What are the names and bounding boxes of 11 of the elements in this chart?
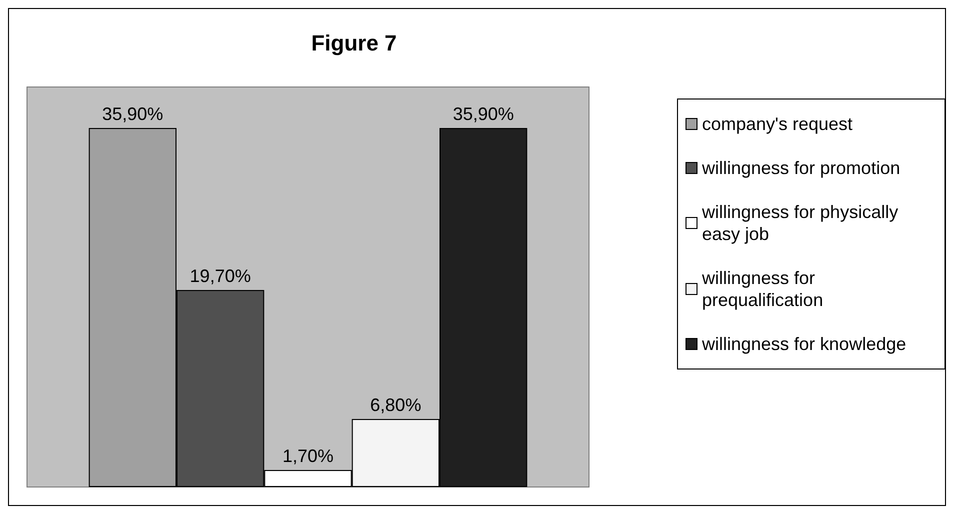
data-label: 19,70% (190, 266, 251, 286)
legend-label: willingness for prequalification (701, 268, 824, 310)
legend-label: company's request (702, 114, 853, 134)
data-label: 35,90% (102, 104, 164, 124)
legend-label: willingness for promotion (701, 158, 900, 178)
data-label: 35,90% (452, 104, 514, 124)
legend-label: willingness for physically easy job (701, 202, 904, 244)
chart-title: Figure 7 (311, 30, 397, 56)
data-label: 6,80% (370, 395, 422, 415)
legend-label: willingness for knowledge (701, 334, 906, 354)
data-label: 1,70% (282, 446, 334, 466)
